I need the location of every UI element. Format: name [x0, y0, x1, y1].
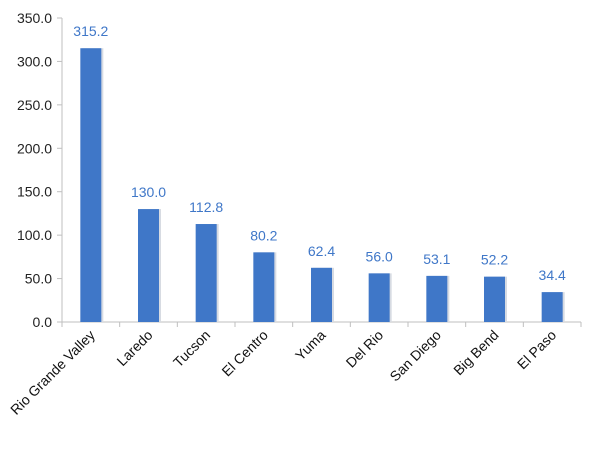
data-label: 52.2	[481, 252, 508, 268]
bar	[368, 273, 390, 322]
x-tick-label: Rio Grande Valley	[7, 327, 98, 418]
y-tick-label: 350.0	[17, 10, 52, 26]
y-tick-label: 250.0	[17, 97, 52, 113]
bars	[80, 48, 565, 322]
category-labels: Rio Grande Valley Laredo Tucson El Centro Yu…	[7, 327, 559, 418]
bar	[426, 275, 448, 322]
bar	[484, 276, 505, 322]
x-tick-label: Laredo	[113, 327, 155, 369]
data-label: 315.2	[73, 23, 108, 39]
bar	[80, 48, 102, 322]
x-axis	[61, 321, 582, 327]
y-tick-label: 100.0	[17, 227, 52, 243]
bar	[311, 267, 332, 322]
y-tick-label: 200.0	[17, 140, 52, 156]
x-tick-label: Yuma	[292, 327, 329, 364]
y-tick-label: 0.0	[33, 314, 53, 330]
data-label: 53.1	[423, 251, 450, 267]
data-label: 112.8	[189, 199, 223, 215]
data-label: 34.4	[539, 267, 566, 283]
bar	[138, 209, 159, 322]
bar	[195, 224, 217, 322]
x-tick-label: El Paso	[514, 327, 560, 373]
x-tick-label: San Diego	[386, 327, 444, 385]
x-tick-label: El Centro	[218, 327, 271, 380]
bar	[253, 252, 275, 322]
y-axis: 0.0 50.0 100.0 150.0 200.0 250.0 300.0 350.0	[17, 10, 63, 330]
data-label: 62.4	[308, 243, 335, 259]
x-tick-label: Del Rio	[343, 327, 387, 371]
data-label: 130.0	[131, 184, 166, 200]
y-tick-label: 150.0	[17, 184, 52, 200]
data-labels: 315.2 130.0 112.8 80.2 62.4 56.0 53.1 52.2 34.4	[73, 23, 566, 283]
data-label: 56.0	[366, 248, 393, 264]
data-label: 80.2	[250, 227, 277, 243]
y-tick-label: 300.0	[17, 53, 52, 69]
x-tick-label: Tucson	[170, 327, 213, 370]
x-tick-label: Big Bend	[450, 327, 501, 378]
bar	[541, 292, 563, 322]
y-tick-label: 50.0	[25, 271, 52, 287]
